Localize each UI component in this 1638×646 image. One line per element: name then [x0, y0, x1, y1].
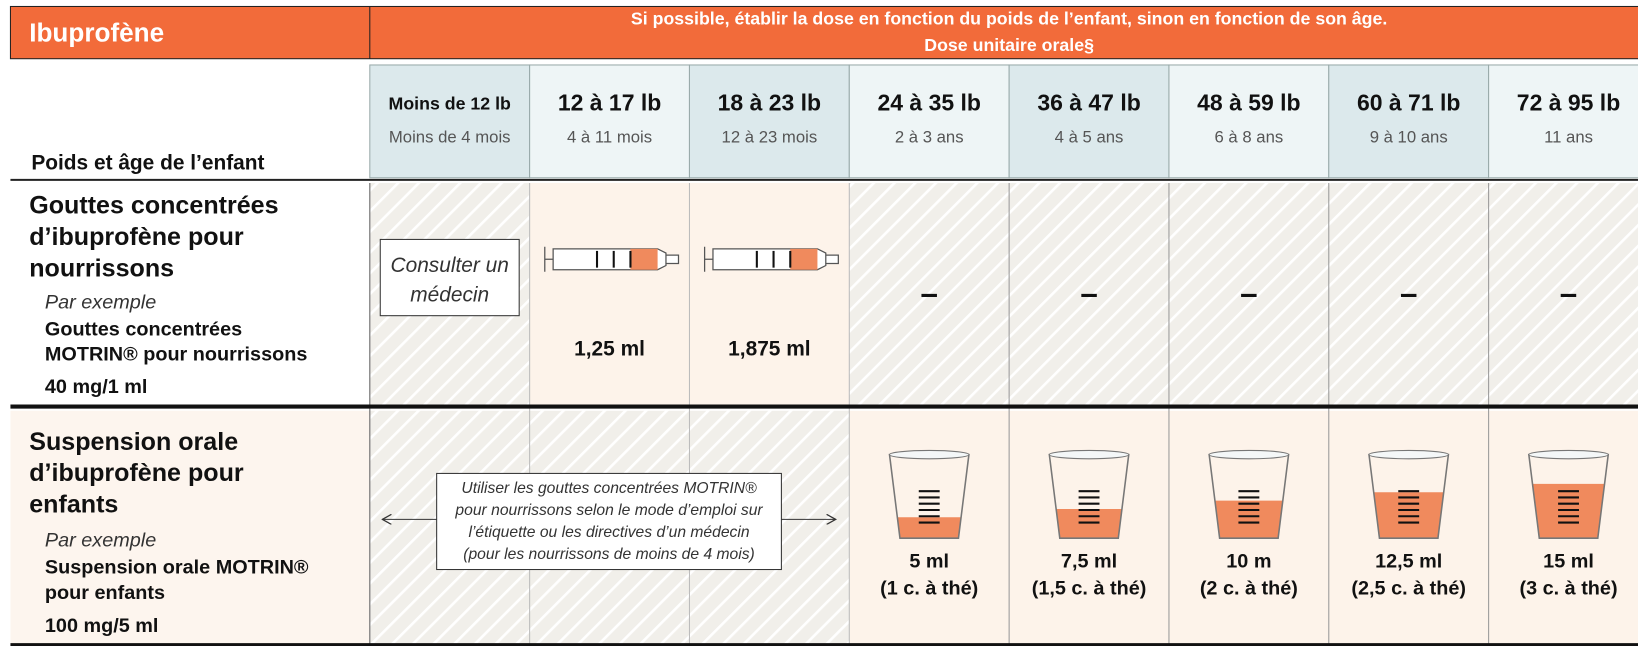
- header-note: Si possible, établir la dose en fonction…: [631, 9, 1387, 29]
- cup-fill: [897, 517, 962, 539]
- cell-bg: [1328, 183, 1489, 406]
- dose: (3 c. à thé): [1519, 578, 1617, 600]
- cup-icon: [1527, 449, 1610, 539]
- column-age: 9 à 10 ans: [1370, 128, 1448, 147]
- column-header-bg: [1008, 64, 1170, 179]
- product-name: enfants: [29, 490, 118, 518]
- note-text: (pour les nourrissons de moins de 4 mois…: [463, 546, 755, 563]
- column-header-bg: [848, 64, 1010, 179]
- row-header-label: Poids et âge de l’enfant: [31, 152, 264, 175]
- column-age: 2 à 3 ans: [895, 128, 964, 147]
- column-weight: 18 à 23 lb: [718, 90, 821, 116]
- cup-rim: [1368, 449, 1449, 460]
- column-age: 12 à 23 mois: [722, 128, 818, 147]
- column-age: 11 ans: [1544, 128, 1593, 147]
- consult-box: [379, 238, 520, 317]
- column-age: 4 à 11 mois: [567, 128, 652, 147]
- example-product: MOTRIN® pour nourrissons: [45, 344, 307, 366]
- not-applicable: –: [1400, 276, 1417, 311]
- dose: 5 ml: [909, 550, 949, 572]
- column-weight: 36 à 47 lb: [1037, 90, 1140, 116]
- not-applicable: –: [1080, 276, 1097, 311]
- cup-fill: [1214, 500, 1283, 539]
- column-weight: 12 à 17 lb: [558, 90, 661, 116]
- syringe-body: [703, 246, 839, 272]
- example-label: Par exemple: [45, 291, 156, 313]
- dose: (2,5 c. à thé): [1351, 578, 1466, 600]
- example-label: Par exemple: [45, 530, 156, 552]
- header-note: Dose unitaire orale§: [924, 35, 1094, 55]
- column-header-bg: [1168, 64, 1330, 179]
- column-header-bg: [369, 64, 531, 179]
- column-header-bg: [1488, 64, 1638, 179]
- example-product: Suspension orale MOTRIN®: [45, 557, 309, 579]
- column-weight: 72 à 95 lb: [1517, 90, 1620, 116]
- column-age: 4 à 5 ans: [1055, 128, 1124, 147]
- column-weight: 24 à 35 lb: [877, 90, 980, 116]
- column-weight: 48 à 59 lb: [1197, 90, 1300, 116]
- cup-icon: [1208, 449, 1290, 539]
- consult-text: médecin: [410, 283, 489, 306]
- cup-icon: [888, 449, 970, 539]
- dose: (2 c. à thé): [1200, 578, 1298, 600]
- cell-bg: [1009, 183, 1169, 406]
- not-applicable: –: [1560, 276, 1577, 311]
- product-name: Gouttes concentrées: [29, 192, 278, 220]
- column-weight: 60 à 71 lb: [1357, 90, 1460, 116]
- dose: 1,875 ml: [728, 338, 810, 361]
- syringe-icon: [544, 246, 680, 272]
- note-text: pour nourrissons selon le mode d’emploi …: [454, 502, 763, 519]
- dose: 10 m: [1226, 550, 1271, 572]
- consult-text: Consulter un: [391, 254, 509, 277]
- cup-rim: [1048, 449, 1130, 460]
- cell-bg: [689, 183, 850, 406]
- row-label-bg: [10, 183, 370, 406]
- note-box: [436, 472, 782, 571]
- dose: 12,5 ml: [1375, 550, 1442, 572]
- cell-bg: [1168, 183, 1329, 406]
- dose: 1,25 ml: [574, 338, 645, 361]
- dose: 7,5 ml: [1061, 550, 1117, 572]
- cell-bg: [529, 183, 690, 406]
- cup-rim: [1208, 449, 1290, 460]
- syringe-body: [544, 246, 680, 272]
- cell-bg: [1488, 183, 1638, 406]
- dose: (1,5 c. à thé): [1032, 578, 1147, 600]
- note-text: Utiliser les gouttes concentrées MOTRIN®: [461, 480, 757, 497]
- column-header-bg: [688, 64, 850, 179]
- dose: (1 c. à thé): [880, 578, 978, 600]
- strength: 40 mg/1 ml: [45, 376, 148, 398]
- not-applicable: –: [1240, 276, 1257, 311]
- column-weight: Moins de 12 lb: [389, 93, 511, 113]
- syringe-icon: [703, 246, 839, 272]
- syringe-fill: [790, 248, 818, 270]
- product-name: nourrissons: [29, 254, 174, 282]
- column-header-bg: [1328, 64, 1490, 179]
- table-body: Moins de 12 lb Moins de 4 mois 12 à 17 lb 4…: [10, 64, 1638, 646]
- cell-bg: [849, 183, 1010, 406]
- cup-rim: [1528, 449, 1609, 460]
- note-text: l’étiquette ou les directives d’un médec…: [468, 524, 749, 541]
- product-name: d’ibuprofène pour: [29, 459, 244, 487]
- example-product: Gouttes concentrées: [45, 319, 242, 341]
- column-age: Moins de 4 mois: [389, 128, 511, 147]
- example-product: pour enfants: [45, 582, 165, 604]
- drug-title: Ibuprofène: [29, 18, 164, 48]
- cup-icon: [1368, 449, 1450, 539]
- strength: 100 mg/5 ml: [45, 615, 159, 637]
- column-age: 6 à 8 ans: [1215, 128, 1284, 147]
- product-name: Suspension orale: [29, 428, 238, 456]
- column-header-bg: [529, 64, 690, 179]
- product-name: d’ibuprofène pour: [29, 223, 244, 251]
- dose: 15 ml: [1543, 550, 1594, 572]
- header-bar: [9, 5, 1638, 60]
- cup-icon: [1048, 449, 1130, 539]
- cup-rim: [888, 449, 970, 460]
- syringe-fill: [630, 248, 658, 270]
- row-label-bg: [10, 410, 370, 645]
- not-applicable: –: [920, 276, 937, 311]
